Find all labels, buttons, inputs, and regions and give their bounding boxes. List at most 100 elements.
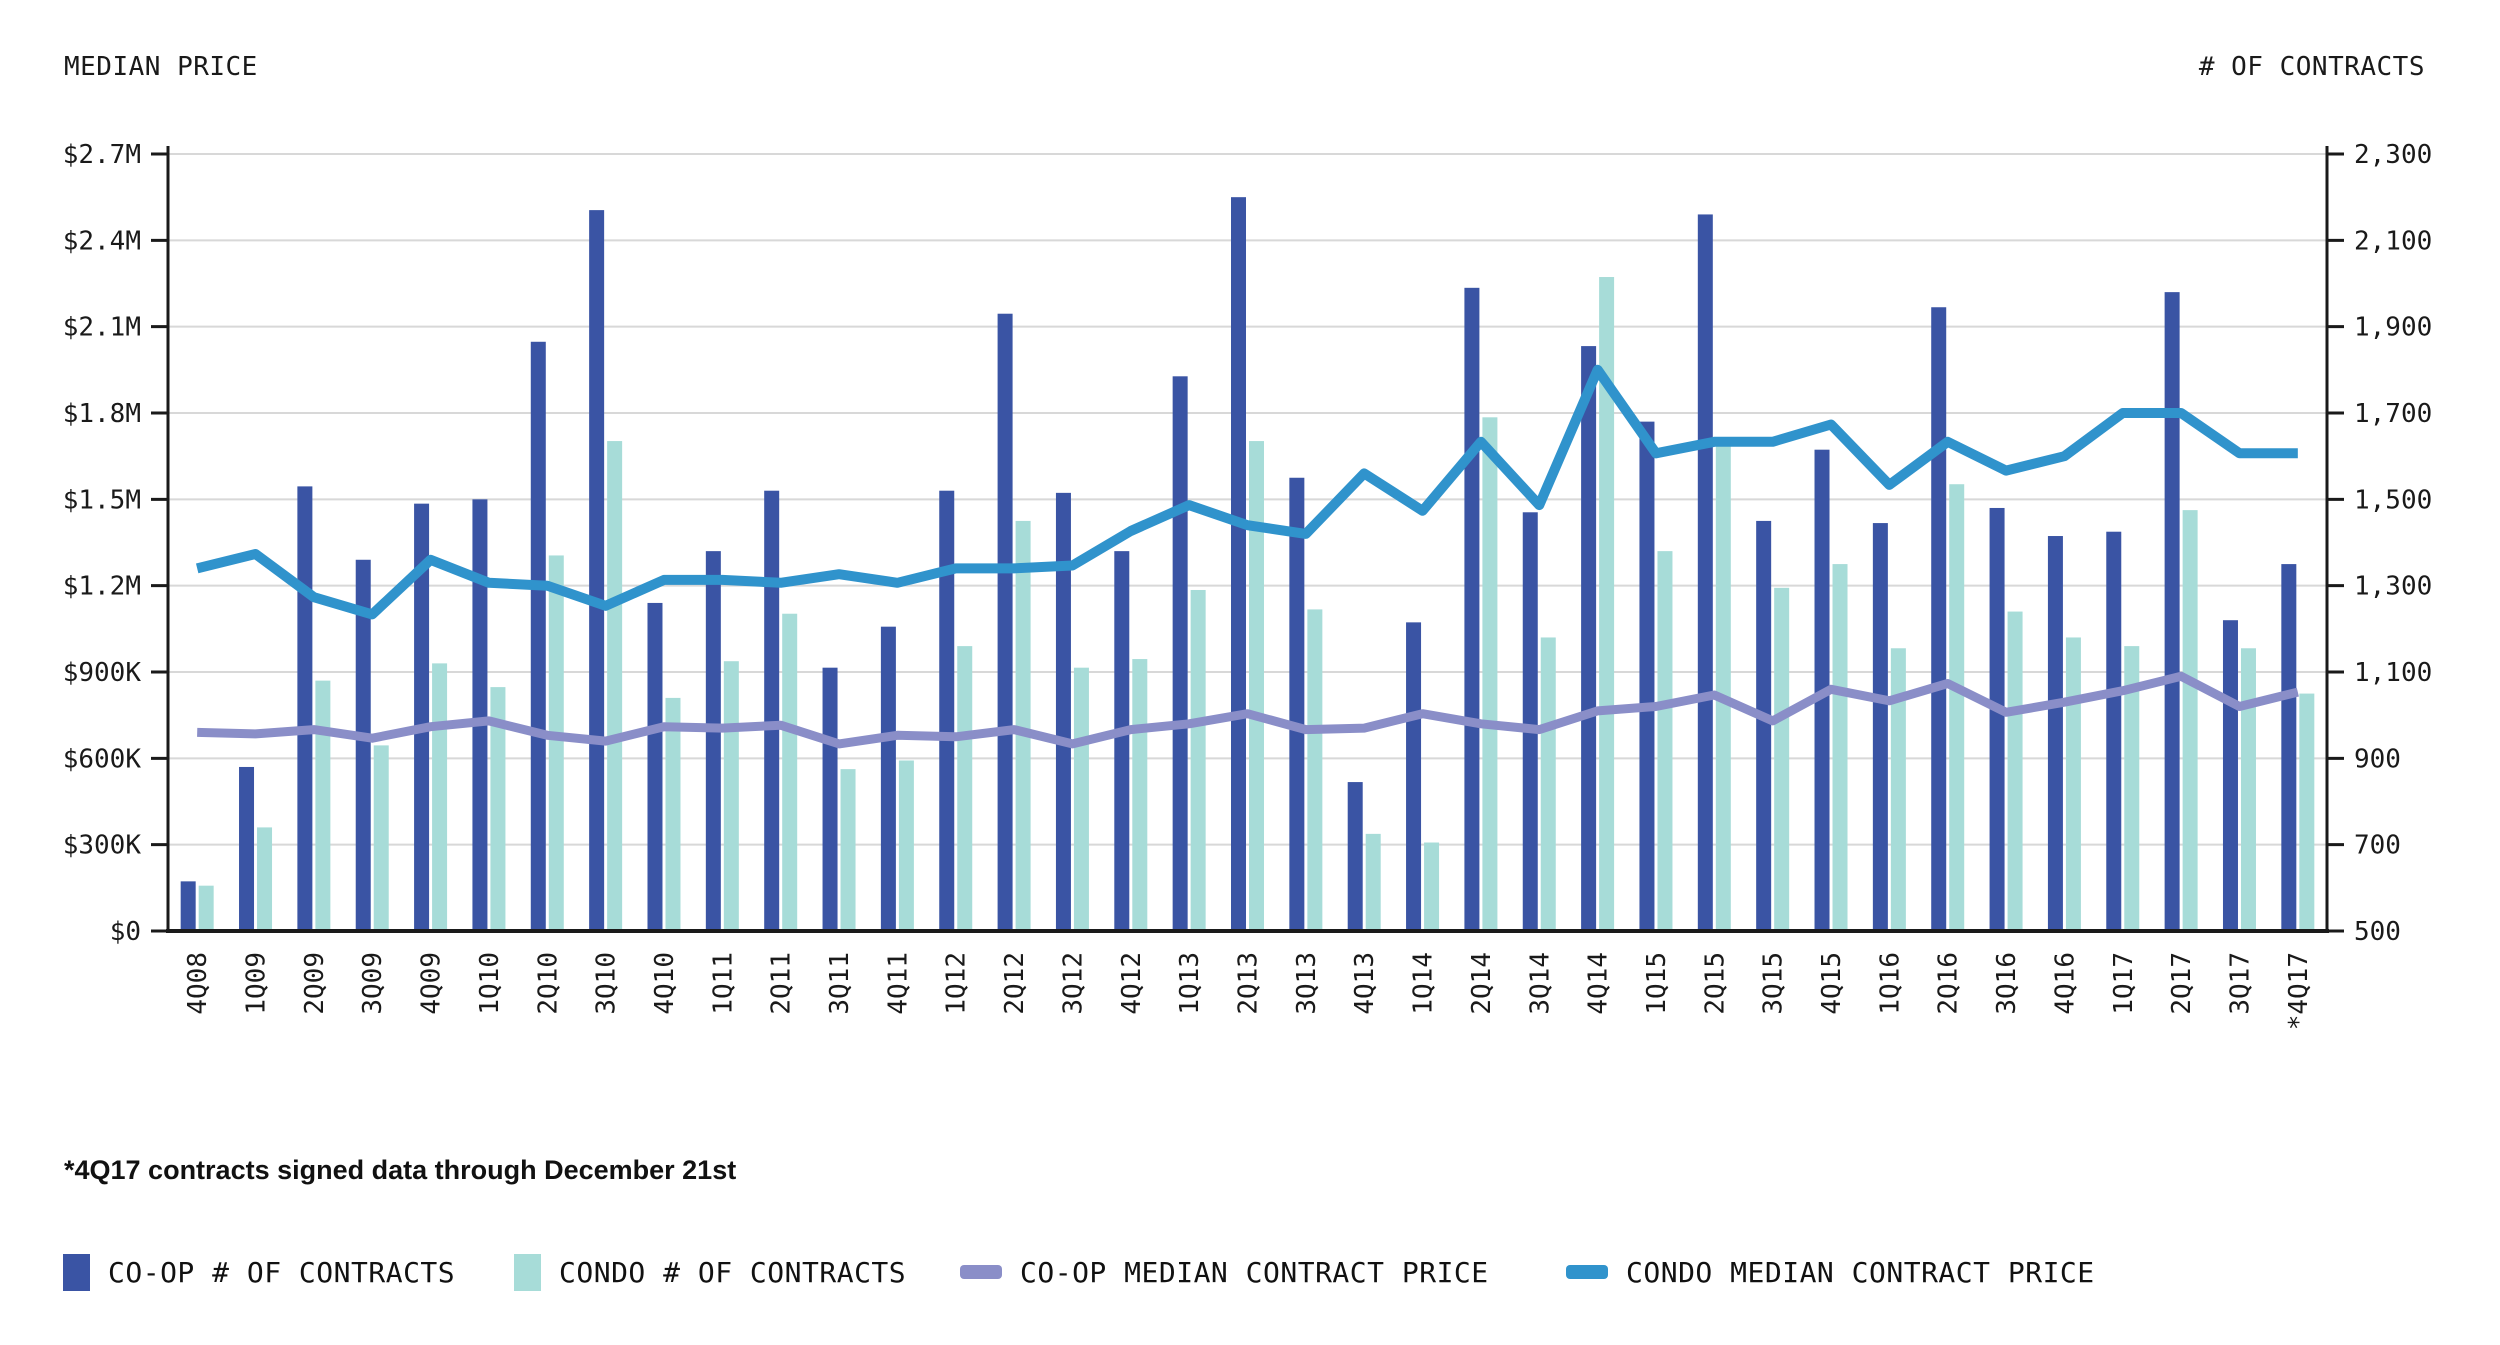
x-axis-label: 4Q14	[1584, 952, 1614, 1015]
condo-contracts-bar	[198, 885, 214, 931]
condo-contracts-bar	[1249, 441, 1264, 931]
coop-contracts-bar	[2106, 531, 2122, 931]
condo-contracts-bar	[898, 760, 914, 931]
coop-contracts-bar	[1289, 477, 1305, 931]
coop-contracts-bar	[1464, 287, 1480, 932]
coop-contracts-bar	[2164, 292, 2180, 932]
right-axis-tick-label: 1,700	[2354, 399, 2432, 429]
condo-contracts-bar	[432, 663, 448, 931]
coop-contracts-bar	[822, 667, 838, 931]
left-axis-tick-label: $1.5M	[63, 485, 141, 515]
coop-contracts-bar	[472, 499, 488, 931]
coop-contracts-bar	[1756, 520, 1772, 931]
condo-contracts-bar	[1073, 667, 1089, 931]
condo-contracts-bar	[257, 827, 273, 931]
x-axis-label: 3Q11	[825, 952, 855, 1015]
condo-contracts-bar	[2124, 646, 2140, 931]
condo-contracts-bar	[1482, 417, 1498, 932]
x-axis-label: 1Q17	[2109, 952, 2139, 1015]
condo-contracts-bar	[607, 441, 623, 931]
coop-contracts-bar	[1639, 421, 1655, 931]
legend-label: CO-OP # OF CONTRACTS	[108, 1255, 456, 1289]
x-axis-label: 3Q12	[1058, 952, 1088, 1015]
condo-contracts-bar	[2240, 648, 2256, 931]
legend-bar-swatch	[63, 1253, 90, 1291]
left-axis-tick-label: $2.1M	[63, 313, 141, 343]
coop-contracts-bar	[764, 490, 780, 931]
left-axis-tick-label: $1.8M	[63, 399, 141, 429]
coop-contracts-bar	[1931, 307, 1947, 931]
x-axis-label: 1Q09	[242, 952, 272, 1015]
coop-contracts-bar	[414, 503, 430, 931]
coop-contracts-bar	[1172, 376, 1188, 931]
x-axis-label: 1Q12	[942, 952, 972, 1015]
x-axis-label: 1Q15	[1642, 952, 1672, 1015]
legend-item: CO-OP # OF CONTRACTS	[63, 1248, 455, 1296]
x-axis-label: 4Q10	[650, 952, 680, 1015]
left-axis-tick-label: $1.2M	[63, 572, 141, 602]
left-axis-tick-label: $600K	[63, 744, 142, 774]
condo-median-price-line	[195, 364, 2298, 620]
coop-contracts-bar	[1406, 622, 1422, 931]
right-axis-tick-label: 1,500	[2354, 485, 2432, 515]
coop-contracts-bar	[1872, 523, 1888, 931]
x-axis-label: *4Q17	[2284, 952, 2314, 1030]
condo-contracts-bar	[1424, 842, 1440, 931]
legend-label: CONDO MEDIAN CONTRACT PRICE	[1626, 1255, 2095, 1289]
coop-contracts-bar	[1697, 214, 1713, 931]
coop-contracts-bar	[355, 559, 371, 931]
condo-contracts-bar	[1540, 637, 1556, 931]
condo-contracts-bar	[2065, 637, 2081, 931]
condo-contracts-bar	[1715, 445, 1731, 931]
right-axis-tick-label: 1,300	[2354, 572, 2432, 602]
right-axis-tick-label: 2,100	[2354, 226, 2432, 256]
condo-contracts-bar	[1657, 551, 1673, 931]
left-axis-tick-label: $2.7M	[63, 140, 141, 170]
coop-median-price-line	[197, 671, 2299, 749]
coop-contracts-bar	[2047, 536, 2063, 931]
coop-contracts-bar	[1231, 197, 1246, 931]
coop-contracts-bar	[297, 486, 313, 931]
x-axis-label: 3Q15	[1759, 952, 1789, 1015]
condo-contracts-bar	[1949, 484, 1965, 931]
footnote: *4Q17 contracts signed data through Dece…	[64, 1155, 737, 1185]
legend: CO-OP # OF CONTRACTS CONDO # OF CONTRACTS…	[0, 1248, 2500, 1308]
condo-contracts-bar	[1307, 609, 1323, 931]
legend-label: CO-OP MEDIAN CONTRACT PRICE	[1020, 1255, 1489, 1289]
x-axis-label: 4Q09	[417, 952, 447, 1015]
coop-contracts-bar	[180, 881, 196, 931]
right-axis-tick-label: 1,900	[2354, 313, 2432, 343]
condo-contracts-bar	[957, 646, 973, 931]
x-axis-label: 1Q10	[475, 952, 505, 1015]
coop-contracts-bar	[997, 313, 1013, 931]
coop-contracts-bar	[880, 626, 896, 931]
legend-label: CONDO # OF CONTRACTS	[559, 1255, 907, 1289]
condo-contracts-bar	[1832, 564, 1848, 931]
left-axis-title: MEDIAN PRICE	[64, 52, 258, 82]
coop-contracts-bar	[939, 490, 955, 931]
x-axis-label: 2Q16	[1934, 952, 1964, 1015]
coop-contracts-bar	[2281, 564, 2297, 931]
x-axis-label: 2Q12	[1000, 952, 1030, 1015]
left-axis-tick-label: $900K	[63, 658, 142, 688]
coop-contracts-bar	[530, 341, 546, 931]
x-axis-label: 2Q17	[2167, 952, 2197, 1015]
x-axis-label: 4Q15	[1817, 952, 1847, 1015]
condo-contracts-bar	[2182, 510, 2198, 931]
left-axis-tick-label: $0	[110, 917, 141, 947]
x-axis-label: 1Q16	[1875, 952, 1905, 1015]
right-axis-tick-label: 900	[2354, 744, 2401, 774]
legend-line-swatch	[960, 1265, 1002, 1279]
x-axis-label: 4Q12	[1117, 952, 1147, 1015]
x-axis-label: 2Q13	[1234, 952, 1264, 1015]
coop-contracts-bar	[647, 602, 663, 931]
coop-contracts-bar	[239, 766, 255, 931]
x-axis-label: 1Q13	[1175, 952, 1205, 1015]
left-axis-tick-label: $300K	[63, 831, 142, 861]
coop-contracts-bar	[1114, 551, 1130, 931]
right-axis-tick-label: 1,100	[2354, 658, 2432, 688]
coop-contracts-bar	[1989, 507, 2005, 931]
condo-contracts-bar	[723, 661, 739, 931]
condo-contracts-bar	[490, 687, 506, 931]
